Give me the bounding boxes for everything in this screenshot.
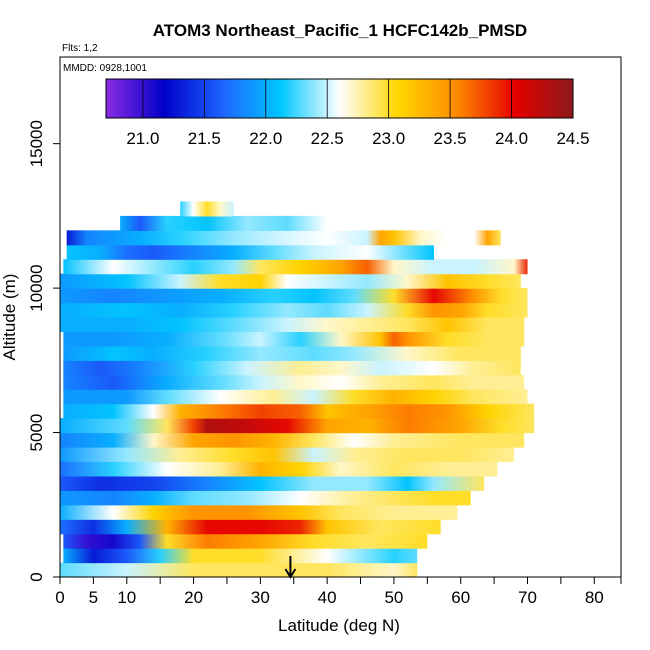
x-tick-label: 5 — [89, 588, 98, 607]
heatmap-layer — [180, 201, 234, 217]
arrow-marker — [284, 556, 297, 579]
y-tick-label: 5000 — [27, 414, 46, 452]
y-axis: 0 5000 10000 15000 — [27, 120, 60, 582]
x-tick-label: 40 — [318, 588, 337, 607]
heatmap-layer — [63, 389, 528, 405]
x-tick-label: 60 — [451, 588, 470, 607]
heatmap-layer — [120, 215, 354, 231]
heatmap-layer — [60, 475, 485, 491]
heatmap-layer — [60, 317, 525, 333]
heatmap-layer — [63, 345, 521, 361]
heatmap-layer — [60, 562, 418, 578]
colorbar-tick-label: 23.5 — [434, 129, 467, 148]
x-axis-label: Latitude (deg N) — [278, 616, 400, 635]
colorbar-tick-label: 24.0 — [495, 129, 528, 148]
heatmap-layer — [60, 519, 441, 535]
x-tick-label: 10 — [117, 588, 136, 607]
dates-note: MMDD: 0928,1001 — [63, 63, 147, 74]
heatmap-layer — [63, 374, 525, 390]
heatmap-layers — [60, 201, 535, 578]
heatmap-layer — [60, 461, 498, 477]
x-tick-label: 50 — [384, 588, 403, 607]
heatmap-layer — [60, 288, 528, 304]
flights-note: Flts: 1,2 — [62, 43, 98, 54]
heatmap-layer — [60, 432, 525, 448]
y-tick-label: 10000 — [27, 264, 46, 311]
heatmap-layer — [63, 548, 418, 564]
heatmap-layer — [66, 244, 434, 260]
heatmap-layer — [60, 273, 521, 289]
x-axis: 0 5 10 20 30 40 50 60 70 80 — [55, 577, 622, 607]
colorbar-tick-label: 21.5 — [188, 129, 221, 148]
heatmap-layer — [63, 403, 535, 419]
heatmap-layer — [60, 504, 458, 520]
heatmap-layer — [63, 259, 528, 275]
colorbar: 21.0 21.5 22.0 22.5 23.0 23.5 24.0 24.5 — [105, 78, 590, 148]
heatmap-layer — [63, 360, 521, 376]
heatmap-layer — [60, 490, 471, 506]
x-tick-label: 70 — [518, 588, 537, 607]
colorbar-tick-label: 21.0 — [126, 129, 159, 148]
x-tick-label: 30 — [251, 588, 270, 607]
heatmap-layer — [66, 230, 501, 246]
colorbar-gradient — [105, 78, 574, 119]
heatmap-layer — [63, 331, 525, 347]
arrow-head — [284, 568, 297, 579]
y-axis-label: Altitude (m) — [0, 274, 19, 361]
colorbar-tick-label: 22.5 — [311, 129, 344, 148]
heatmap-layer — [63, 533, 428, 549]
heatmap-layer — [60, 418, 535, 434]
x-tick-label: 20 — [184, 588, 203, 607]
heatmap-layer — [60, 447, 515, 463]
plot-area — [59, 56, 622, 578]
y-tick-label: 0 — [27, 572, 46, 581]
heatmap-layer — [60, 302, 528, 318]
colorbar-tick-label: 24.5 — [556, 129, 589, 148]
y-tick-label: 15000 — [27, 120, 46, 167]
colorbar-ticks: 21.0 21.5 22.0 22.5 23.0 23.5 24.0 24.5 — [126, 79, 590, 148]
colorbar-tick-label: 22.0 — [249, 129, 282, 148]
x-tick-label: 80 — [585, 588, 604, 607]
chart-title: ATOM3 Northeast_Pacific_1 HCFC142b_PMSD — [153, 21, 527, 40]
colorbar-tick-label: 23.0 — [372, 129, 405, 148]
x-tick-label: 0 — [55, 588, 64, 607]
plot-frame — [59, 56, 622, 578]
